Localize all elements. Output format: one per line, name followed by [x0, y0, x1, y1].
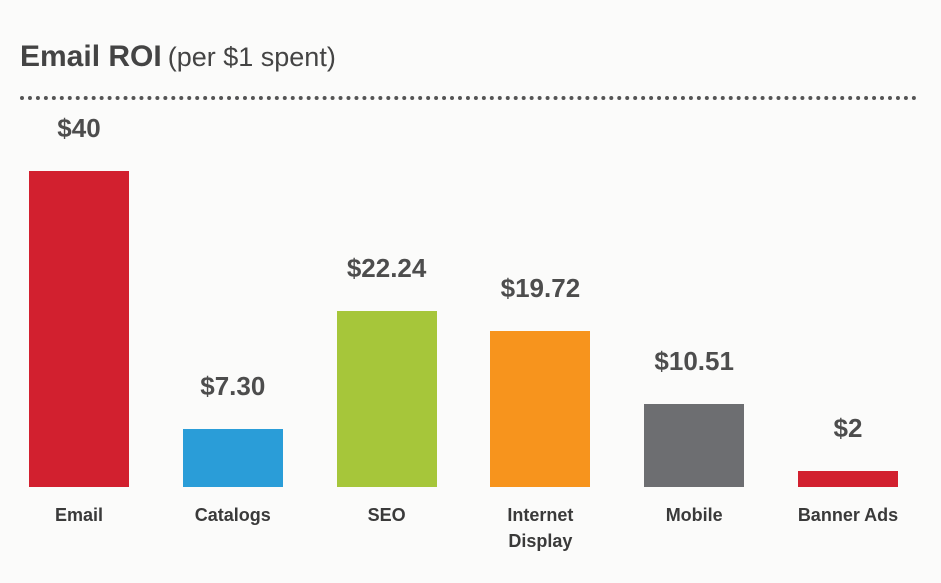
chart-title-block: Email ROI (per $1 spent) — [20, 40, 336, 74]
bar — [29, 171, 129, 487]
value-label: $2 — [833, 413, 863, 444]
x-tick-label: Banner Ads — [797, 505, 899, 525]
bar — [798, 471, 898, 487]
value-label: $19.72 — [500, 273, 581, 304]
x-tick-label: Mobile — [665, 505, 723, 525]
chart-subtitle: (per $1 spent) — [167, 42, 336, 72]
bar — [490, 331, 591, 487]
value-label: $40 — [57, 113, 101, 143]
bar — [182, 429, 283, 487]
dotted-rule — [20, 96, 917, 100]
x-tick-label: Internet Display — [507, 505, 574, 551]
chart-title: Email ROI — [20, 40, 162, 73]
value-label: $7.30 — [200, 371, 266, 402]
bar — [336, 311, 437, 487]
x-tick-label: Email — [54, 505, 104, 525]
x-tick-label: Catalogs — [194, 505, 271, 525]
x-tick-label: SEO — [367, 505, 406, 525]
value-label: $10.51 — [654, 345, 734, 376]
bar — [644, 403, 745, 487]
value-label: $22.24 — [346, 253, 427, 284]
